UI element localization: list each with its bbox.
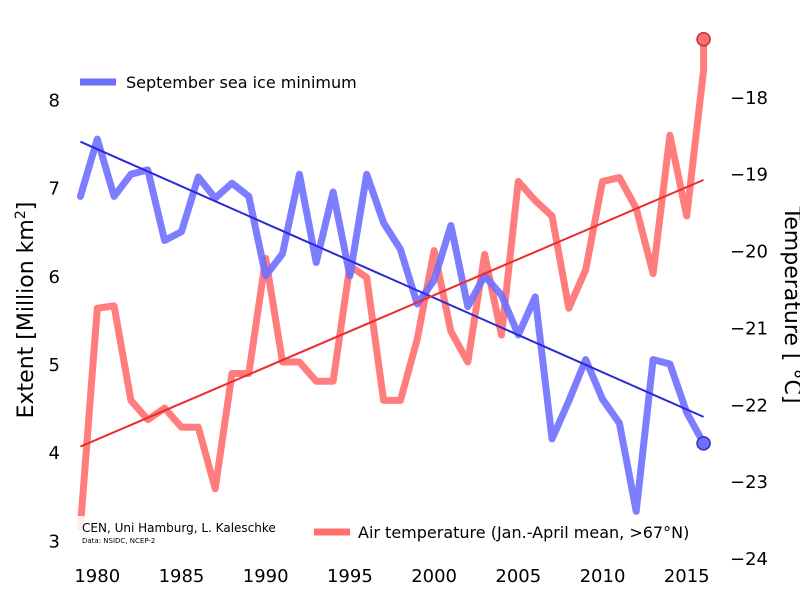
series-line-air-temperature xyxy=(76,35,708,531)
left-tick-label: 7 xyxy=(49,179,60,200)
series-layer xyxy=(76,31,711,531)
right-tick-label: −18 xyxy=(730,88,768,109)
x-tick-label: 1980 xyxy=(74,566,120,587)
x-tick-label: 1995 xyxy=(327,566,373,587)
x-tick-label: 2015 xyxy=(664,566,710,587)
plot-background xyxy=(71,19,713,559)
trend-line-air-temperature xyxy=(80,178,704,448)
series-line-sea-ice xyxy=(76,135,708,515)
right-axis-ticks: −18 −19 −20 −21 −22 −23 −24 xyxy=(730,88,768,570)
left-tick-label: 3 xyxy=(49,531,60,552)
x-tick-label: 2005 xyxy=(495,566,541,587)
left-axis-ticks: 3 4 5 6 7 8 xyxy=(49,90,60,552)
trend-line-sea-ice xyxy=(80,140,704,418)
right-tick-label: −20 xyxy=(730,242,768,263)
credit-line-2: Data: NSIDC, NCEP-2 xyxy=(82,537,155,545)
legend-temp-label: Air temperature (Jan.-April mean, >67°N) xyxy=(358,523,689,542)
x-tick-label: 2000 xyxy=(411,566,457,587)
left-tick-label: 8 xyxy=(49,90,60,111)
right-axis-label: Temperature [ °C] xyxy=(779,206,800,404)
x-tick-label: 1985 xyxy=(159,566,205,587)
x-tick-label: 2010 xyxy=(580,566,626,587)
credit-line-1: CEN, Uni Hamburg, L. Kaleschke xyxy=(82,521,276,535)
right-tick-label: −23 xyxy=(730,472,768,493)
plot-area xyxy=(71,19,713,559)
left-tick-label: 4 xyxy=(49,443,60,464)
legend-ice: September sea ice minimum xyxy=(68,68,378,96)
endpoint-marker-air-temperature xyxy=(696,31,711,47)
left-tick-label: 5 xyxy=(49,355,60,376)
left-axis-label: Extent [Million km2] xyxy=(13,202,39,419)
credit-block: CEN, Uni Hamburg, L. Kaleschke Data: NSI… xyxy=(76,516,276,546)
legend-ice-label: September sea ice minimum xyxy=(126,73,357,92)
x-tick-label: 1990 xyxy=(243,566,289,587)
right-tick-label: −24 xyxy=(730,549,768,570)
legend-temp: Air temperature (Jan.-April mean, >67°N) xyxy=(303,517,703,547)
x-axis-ticks: 1980 1985 1990 1995 2000 2005 2010 2015 xyxy=(74,566,709,587)
right-tick-label: −22 xyxy=(730,395,768,416)
right-tick-label: −19 xyxy=(730,165,768,186)
endpoint-marker-sea-ice xyxy=(696,436,711,451)
right-tick-label: −21 xyxy=(730,318,768,339)
left-tick-label: 6 xyxy=(49,267,60,288)
